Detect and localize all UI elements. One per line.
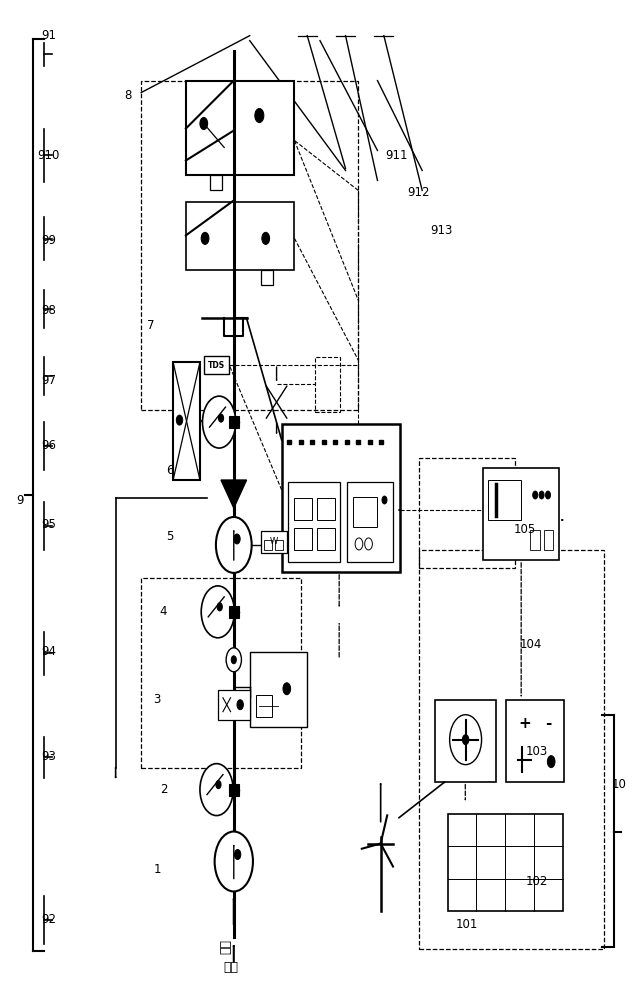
Bar bbox=[141, 578, 301, 768]
Text: W: W bbox=[270, 537, 278, 546]
Text: 910: 910 bbox=[37, 149, 60, 162]
Circle shape bbox=[463, 735, 468, 745]
Bar bbox=[294, 498, 312, 520]
Bar bbox=[348, 482, 394, 562]
Circle shape bbox=[450, 715, 481, 765]
Text: 105: 105 bbox=[513, 523, 536, 536]
Text: 6: 6 bbox=[166, 464, 173, 477]
Bar bbox=[419, 550, 604, 949]
Bar bbox=[264, 540, 272, 550]
Text: 9: 9 bbox=[16, 493, 24, 506]
Circle shape bbox=[262, 232, 269, 244]
Text: 92: 92 bbox=[41, 913, 56, 926]
Text: 103: 103 bbox=[526, 745, 548, 758]
Bar bbox=[483, 468, 559, 560]
Circle shape bbox=[201, 232, 209, 244]
Circle shape bbox=[234, 534, 240, 544]
Bar bbox=[282, 424, 400, 572]
Circle shape bbox=[255, 109, 264, 123]
Text: 911: 911 bbox=[385, 149, 408, 162]
Text: 102: 102 bbox=[526, 875, 548, 888]
Circle shape bbox=[200, 764, 233, 816]
Bar bbox=[204, 356, 229, 374]
Bar bbox=[435, 700, 495, 782]
Circle shape bbox=[365, 538, 372, 550]
Text: 913: 913 bbox=[430, 224, 452, 237]
Circle shape bbox=[214, 832, 253, 891]
Text: 99: 99 bbox=[41, 234, 56, 247]
Circle shape bbox=[237, 700, 243, 710]
Bar bbox=[353, 497, 377, 527]
Bar bbox=[218, 690, 250, 720]
Text: 94: 94 bbox=[41, 645, 56, 658]
Text: 101: 101 bbox=[456, 918, 478, 931]
Bar bbox=[250, 652, 307, 727]
Circle shape bbox=[545, 491, 550, 499]
Bar bbox=[228, 606, 239, 618]
Text: 93: 93 bbox=[41, 750, 56, 763]
Bar bbox=[288, 482, 340, 562]
Circle shape bbox=[216, 781, 221, 789]
Bar bbox=[210, 175, 221, 190]
Text: 5: 5 bbox=[166, 530, 173, 543]
Bar bbox=[317, 498, 335, 520]
Bar bbox=[141, 81, 358, 410]
Bar bbox=[173, 362, 200, 480]
Bar bbox=[530, 530, 540, 550]
Circle shape bbox=[231, 656, 236, 664]
Bar bbox=[256, 695, 272, 717]
Text: TDS: TDS bbox=[208, 361, 225, 370]
Text: -: - bbox=[545, 716, 551, 731]
Bar bbox=[419, 458, 515, 568]
Text: 4: 4 bbox=[160, 605, 167, 618]
Bar bbox=[506, 700, 564, 782]
Text: 97: 97 bbox=[41, 374, 56, 387]
Bar bbox=[186, 81, 294, 175]
Circle shape bbox=[202, 396, 236, 448]
Polygon shape bbox=[221, 480, 246, 508]
Circle shape bbox=[200, 118, 207, 130]
Text: 10: 10 bbox=[611, 778, 627, 791]
Circle shape bbox=[547, 756, 555, 768]
Text: 104: 104 bbox=[520, 638, 542, 651]
Bar bbox=[261, 531, 287, 553]
Text: 1: 1 bbox=[154, 863, 161, 876]
Text: 3: 3 bbox=[154, 693, 161, 706]
Bar bbox=[317, 528, 335, 550]
Bar bbox=[186, 202, 294, 270]
Text: 海水: 海水 bbox=[220, 939, 232, 954]
Text: 91: 91 bbox=[41, 29, 56, 42]
Circle shape bbox=[218, 414, 223, 422]
Circle shape bbox=[216, 517, 252, 573]
Text: 96: 96 bbox=[41, 439, 56, 452]
Text: 98: 98 bbox=[41, 304, 56, 317]
Bar bbox=[228, 416, 239, 428]
Text: 7: 7 bbox=[147, 319, 154, 332]
Bar bbox=[488, 480, 521, 520]
Circle shape bbox=[283, 683, 291, 695]
Text: 912: 912 bbox=[408, 186, 430, 199]
Circle shape bbox=[382, 496, 387, 504]
Bar bbox=[275, 540, 283, 550]
Bar bbox=[543, 530, 553, 550]
Bar bbox=[228, 784, 239, 796]
Bar bbox=[448, 814, 563, 911]
Text: 2: 2 bbox=[160, 783, 167, 796]
Text: 8: 8 bbox=[125, 89, 132, 102]
Circle shape bbox=[539, 491, 544, 499]
Circle shape bbox=[355, 538, 363, 550]
Text: +: + bbox=[518, 716, 531, 731]
Circle shape bbox=[201, 586, 234, 638]
Bar bbox=[315, 357, 340, 412]
Circle shape bbox=[532, 491, 538, 499]
Circle shape bbox=[234, 850, 241, 859]
Text: 海水: 海水 bbox=[223, 961, 238, 974]
Circle shape bbox=[176, 415, 182, 425]
Bar bbox=[294, 528, 312, 550]
Circle shape bbox=[226, 648, 241, 672]
Bar bbox=[261, 270, 273, 285]
Text: 95: 95 bbox=[41, 518, 56, 531]
Circle shape bbox=[217, 603, 222, 611]
